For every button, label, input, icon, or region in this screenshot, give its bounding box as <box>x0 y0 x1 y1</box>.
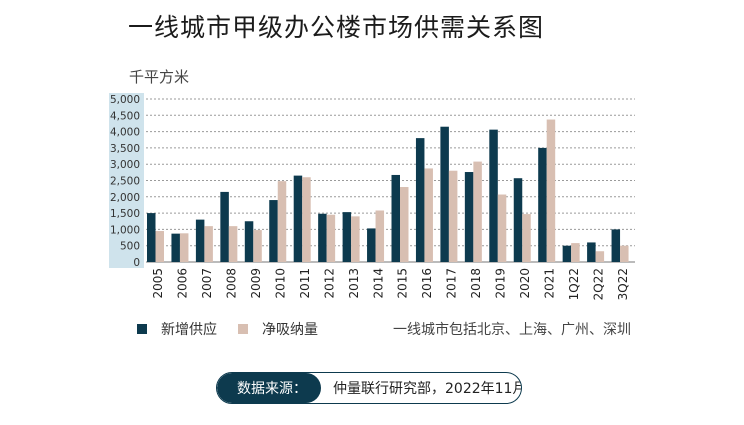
x-tick-label: 2008 <box>225 268 239 299</box>
x-tick-label: 2015 <box>396 268 410 299</box>
legend-item-supply: 新增供应 <box>137 319 217 339</box>
y-tick-label: 2,500 <box>110 176 140 188</box>
y-tick-label: 5,000 <box>110 94 140 106</box>
x-tick-label: 2018 <box>469 268 483 299</box>
bar-absorption <box>595 251 605 262</box>
bar-supply <box>415 138 425 262</box>
bar-supply <box>611 229 621 262</box>
bar-supply <box>318 213 327 262</box>
bar-supply <box>269 200 278 262</box>
y-axis-band <box>109 93 144 268</box>
y-tick-label: 500 <box>120 241 140 253</box>
bar-supply <box>587 242 596 262</box>
x-tick-label: 2017 <box>445 268 459 299</box>
bar-absorption <box>351 216 360 262</box>
x-tick-label: 2016 <box>420 268 434 299</box>
x-tick-label: 3Q22 <box>616 268 630 300</box>
x-tick-label: 2014 <box>371 268 385 299</box>
bar-absorption <box>375 210 385 262</box>
x-tick-label: 2006 <box>176 268 190 299</box>
bar-supply <box>391 174 400 262</box>
legend-item-absorption: 净吸纳量 <box>238 319 318 339</box>
bar-supply <box>293 175 303 262</box>
bar-absorption <box>620 245 629 262</box>
bar-supply <box>171 233 180 262</box>
x-tick-label: 2005 <box>151 268 165 299</box>
bar-supply <box>538 147 547 262</box>
bar-absorption <box>448 170 458 262</box>
x-tick-label: 1Q22 <box>567 268 581 300</box>
bar-supply <box>562 245 572 262</box>
legend-swatch-absorption <box>238 324 248 334</box>
bar-supply <box>440 126 449 263</box>
bar-absorption <box>253 230 262 262</box>
source-text: 仲量联行研究部，2022年11月 <box>333 381 522 397</box>
x-tick-label: 2019 <box>494 268 508 299</box>
y-tick-label: 3,000 <box>110 159 140 171</box>
legend-label-supply: 新增供应 <box>161 322 217 338</box>
bar-absorption <box>228 226 238 262</box>
bar-supply <box>489 129 498 262</box>
bar-absorption <box>497 194 507 262</box>
chart-title: 一线城市甲级办公楼市场供需关系图 <box>128 13 545 42</box>
bar-absorption <box>277 181 287 262</box>
bar-absorption <box>326 214 336 262</box>
bar-absorption <box>155 231 164 262</box>
bar-supply <box>513 178 523 262</box>
bar-absorption <box>400 187 409 262</box>
bar-supply <box>464 172 474 262</box>
y-tick-label: 0 <box>133 257 140 269</box>
y-tick-label: 1,500 <box>110 208 140 220</box>
bar-absorption <box>571 243 580 262</box>
y-tick-label: 4,000 <box>110 127 140 139</box>
bar-supply <box>367 228 376 262</box>
legend-swatch-supply <box>137 324 147 334</box>
source-box: 数据来源： 仲量联行研究部，2022年11月 <box>216 372 522 404</box>
x-tick-label: 2013 <box>347 268 361 299</box>
bar-supply <box>220 191 229 262</box>
x-tick-label: 2010 <box>273 268 287 299</box>
y-tick-label: 1,000 <box>110 224 140 236</box>
x-tick-label: 2007 <box>200 268 214 299</box>
legend-label-absorption: 净吸纳量 <box>262 322 318 338</box>
bar-absorption <box>473 161 482 262</box>
y-axis-unit: 千平方米 <box>129 68 190 86</box>
bar-supply <box>195 219 205 262</box>
bar-supply <box>342 212 352 262</box>
x-tick-label: 2021 <box>542 268 556 299</box>
bar-absorption <box>522 214 531 262</box>
chart-note: 一线城市包括北京、上海、广州、深圳 <box>393 322 631 338</box>
bar-chart: 0 500 1,000 1,500 2,000 2,500 3,000 3,500 4,000 4… <box>109 93 635 300</box>
source-label: 数据来源： <box>217 373 321 403</box>
x-tick-label: 2011 <box>298 268 312 299</box>
bar-absorption <box>546 119 556 263</box>
bar-absorption <box>204 226 213 262</box>
y-tick-label: 3,500 <box>110 143 140 155</box>
bar-supply <box>244 221 254 262</box>
bar-supply <box>147 213 156 262</box>
bar-absorption <box>424 168 433 262</box>
y-tick-label: 2,000 <box>110 192 140 204</box>
x-tick-label: 2012 <box>322 268 336 299</box>
x-tick-label: 2020 <box>518 268 532 299</box>
x-tick-label: 2009 <box>249 268 263 299</box>
bar-absorption <box>179 233 189 262</box>
bar-absorption <box>302 177 311 262</box>
y-tick-label: 4,500 <box>110 110 140 122</box>
x-tick-label: 2Q22 <box>591 268 605 300</box>
